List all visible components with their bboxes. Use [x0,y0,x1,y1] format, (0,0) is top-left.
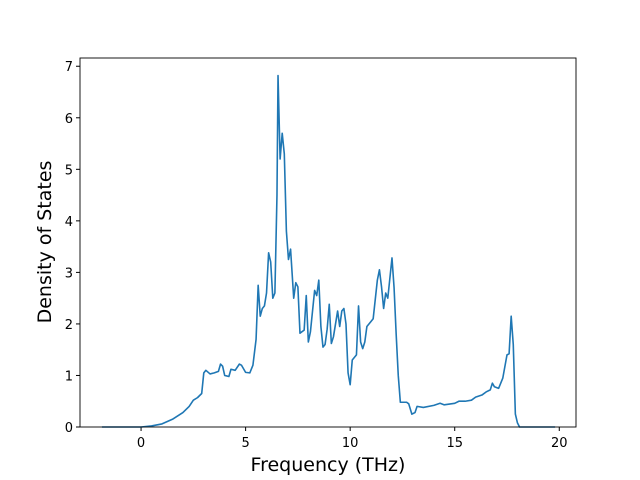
x-axis-label: Frequency (THz) [251,454,406,476]
y-tick-label: 2 [65,318,73,333]
y-tick-label: 1 [65,369,73,384]
y-tick-label: 4 [65,215,73,230]
x-tick-label: 15 [446,436,463,451]
x-tick-label: 5 [241,436,249,451]
y-tick-label: 3 [65,266,73,281]
x-tick-label: 0 [137,436,145,451]
y-tick-label: 0 [65,421,73,436]
y-tick-label: 6 [65,112,73,127]
line [101,74,556,428]
x-tick-label: 10 [342,436,359,451]
y-axis-label: Density of States [34,161,56,324]
x-tick-label: 20 [551,436,568,451]
plot-frame [79,57,577,428]
y-tick-label: 7 [65,60,73,75]
y-tick-label: 5 [65,163,73,178]
